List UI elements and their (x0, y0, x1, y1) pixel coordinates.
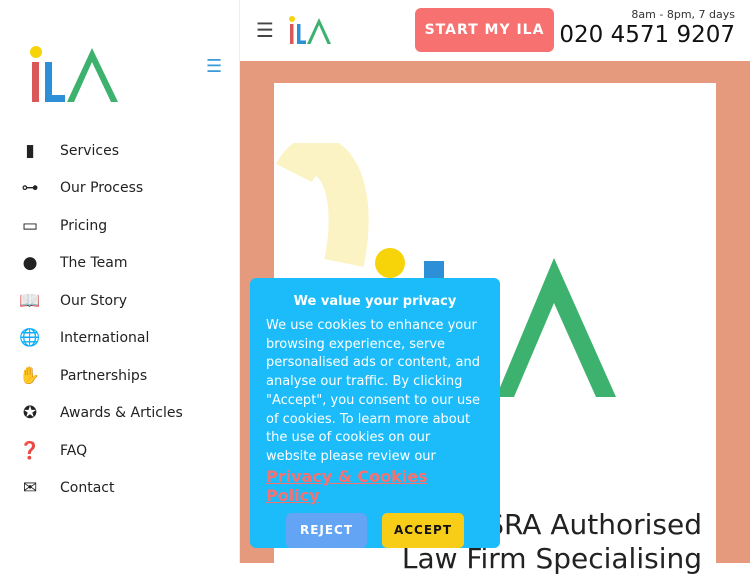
sidebar-item-label: Our Story (60, 292, 128, 309)
sidebar-item-label: Our Process (60, 180, 144, 197)
sidebar-nav: ▮ Services ⊶ Our Process ▭ Pricing ● The Tea… (18, 132, 183, 508)
hamburger-icon[interactable]: ☰ (256, 18, 274, 42)
menu-toggle-icon[interactable]: ☰ (206, 56, 223, 77)
sidebar-item-label: FAQ (60, 442, 88, 459)
sidebar-item-contact[interactable]: ✉ Contact (18, 470, 183, 508)
sidebar-item-label: International (60, 330, 150, 347)
globe-icon: 🌐 (19, 328, 41, 349)
accept-button[interactable]: ACCEPT (382, 512, 464, 548)
sidebar-item-our-story[interactable]: 📖 Our Story (18, 282, 183, 320)
user-icon: ● (22, 253, 38, 274)
start-my-ila-button[interactable]: START MY ILA (415, 8, 554, 52)
cookie-body: We use cookies to enhance your browsing … (266, 318, 480, 464)
sidebar-item-label: Partnerships (60, 367, 148, 384)
sidebar: ☰ ▮ Services ⊶ Our Process ▭ Pricing ● The T… (0, 0, 240, 563)
handshake-icon: ✋ (19, 365, 41, 386)
privacy-policy-link[interactable]: Privacy & Cookies Policy (266, 466, 428, 505)
question-circle-icon: ❓ (19, 440, 41, 461)
opening-hours: 8am - 8pm, 7 days (631, 8, 735, 21)
ila-logo[interactable] (28, 45, 120, 103)
sidebar-item-label: Contact (60, 480, 115, 497)
credit-card-icon: ▭ (21, 215, 39, 236)
sidebar-item-services[interactable]: ▮ Services (18, 132, 183, 170)
award-icon: ✪ (22, 403, 38, 424)
sidebar-item-faq[interactable]: ❓ FAQ (18, 432, 183, 470)
top-bar: ☰ START MY ILA 8am - 8pm, 7 days 020 457… (240, 0, 750, 61)
ila-logo-small[interactable] (288, 16, 332, 44)
book-icon: ▮ (25, 140, 35, 161)
sidebar-item-the-team[interactable]: ● The Team (18, 245, 183, 283)
sidebar-item-label: Awards & Articles (60, 405, 183, 422)
hero-ila-graphic (276, 143, 616, 397)
headline-line-1: SRA Authorised (486, 508, 702, 541)
reject-button[interactable]: REJECT (286, 512, 367, 548)
open-book-icon: 📖 (19, 290, 41, 311)
sidebar-item-label: The Team (60, 255, 128, 272)
cookie-consent-dialog: We value your privacy We use cookies to … (250, 278, 500, 548)
sidebar-item-our-process[interactable]: ⊶ Our Process (18, 170, 183, 208)
phone-number[interactable]: 020 4571 9207 (559, 22, 735, 48)
sidebar-item-awards-articles[interactable]: ✪ Awards & Articles (18, 395, 183, 433)
cookie-title: We value your privacy (293, 294, 457, 309)
sidebar-item-international[interactable]: 🌐 International (18, 320, 183, 358)
sitemap-icon: ⊶ (21, 178, 39, 199)
sidebar-item-label: Pricing (60, 217, 108, 234)
sidebar-item-pricing[interactable]: ▭ Pricing (18, 207, 183, 245)
mail-bulk-icon: ✉ (22, 478, 38, 499)
sidebar-item-partnerships[interactable]: ✋ Partnerships (18, 357, 183, 395)
sidebar-item-label: Services (60, 142, 120, 159)
